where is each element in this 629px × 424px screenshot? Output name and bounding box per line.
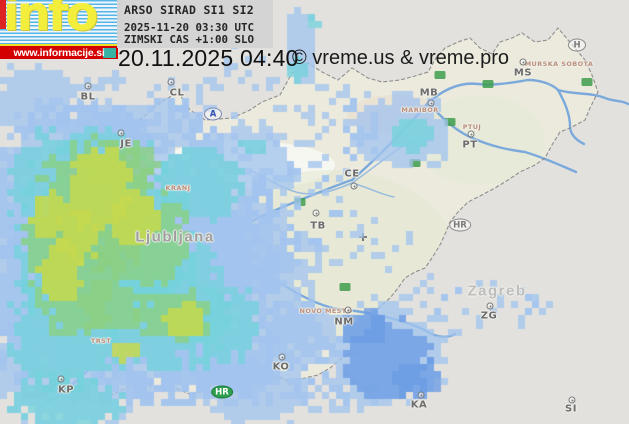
logo-red-notch — [0, 0, 6, 29]
radar-utc-time: 2025-11-20 03:30 UTC — [124, 21, 255, 34]
city-code-label: JE — [120, 138, 132, 150]
big-label-zagreb: Zagreb — [467, 282, 527, 300]
city-marker — [467, 130, 475, 138]
site-url-banner[interactable]: www.informacije.si — [0, 44, 118, 59]
city-name-murska-sobota: MURSKA SOBOTA — [524, 60, 594, 68]
site-logo: info — [0, 0, 121, 44]
city-marker — [427, 99, 435, 107]
city-marker — [417, 391, 425, 399]
city-marker — [350, 182, 358, 190]
city-marker — [84, 82, 92, 90]
city-name-trst: TRST — [90, 337, 112, 345]
city-code-label: ZG — [480, 310, 498, 322]
city-marker — [344, 306, 352, 314]
radar-header-box: ARSO SIRAD SI1 SI2 2025-11-20 03:30 UTC … — [117, 0, 273, 48]
country-badge-croatia-south: HR — [211, 385, 233, 399]
city-name-ptuj: PTUJ — [462, 123, 482, 131]
city-code-label: CL — [169, 87, 185, 99]
city-marker — [486, 302, 494, 310]
city-code-label: BL — [80, 91, 96, 103]
city-code-label: KO — [272, 361, 290, 373]
city-code-label: PT — [462, 139, 478, 151]
radar-product-title: ARSO SIRAD SI1 SI2 — [124, 3, 255, 17]
city-marker — [57, 375, 65, 383]
city-marker — [568, 396, 576, 404]
city-name-kranj: KRANJ — [165, 184, 191, 192]
country-badge-croatia: HR — [449, 218, 471, 232]
country-badge-austria: A — [204, 107, 222, 121]
city-code-label: NM — [334, 316, 354, 328]
logo-text: info — [3, 0, 99, 42]
city-marker — [519, 58, 527, 66]
city-code-label: KP — [57, 384, 75, 396]
city-code-label: CE — [344, 168, 360, 180]
city-name-maribor: MARIBOR — [401, 106, 439, 114]
city-marker — [117, 129, 125, 137]
banner-url-text: www.informacije.si — [13, 46, 105, 59]
country-badge-hungary: H — [568, 38, 586, 52]
city-code-label: MB — [419, 87, 439, 99]
city-marker — [312, 209, 320, 217]
city-code-label: KA — [410, 399, 428, 411]
city-marker — [278, 353, 286, 361]
city-marker — [167, 78, 175, 86]
local-timestamp: 20.11.2025 04:40 — [118, 45, 299, 71]
banner-accent-square — [103, 48, 116, 58]
big-label-ljubljana: Ljubljana — [135, 228, 215, 246]
city-code-label: TB — [310, 220, 326, 232]
city-code-label: SI — [565, 403, 577, 415]
credit-watermark: © vreme.us & vreme.pro — [292, 47, 510, 69]
city-code-label: MS — [513, 67, 533, 79]
radar-time-note: ZIMSKI CAS +1:00 SLO — [124, 32, 255, 46]
city-name-novo-mesto: NOVO MESTO — [299, 307, 353, 315]
